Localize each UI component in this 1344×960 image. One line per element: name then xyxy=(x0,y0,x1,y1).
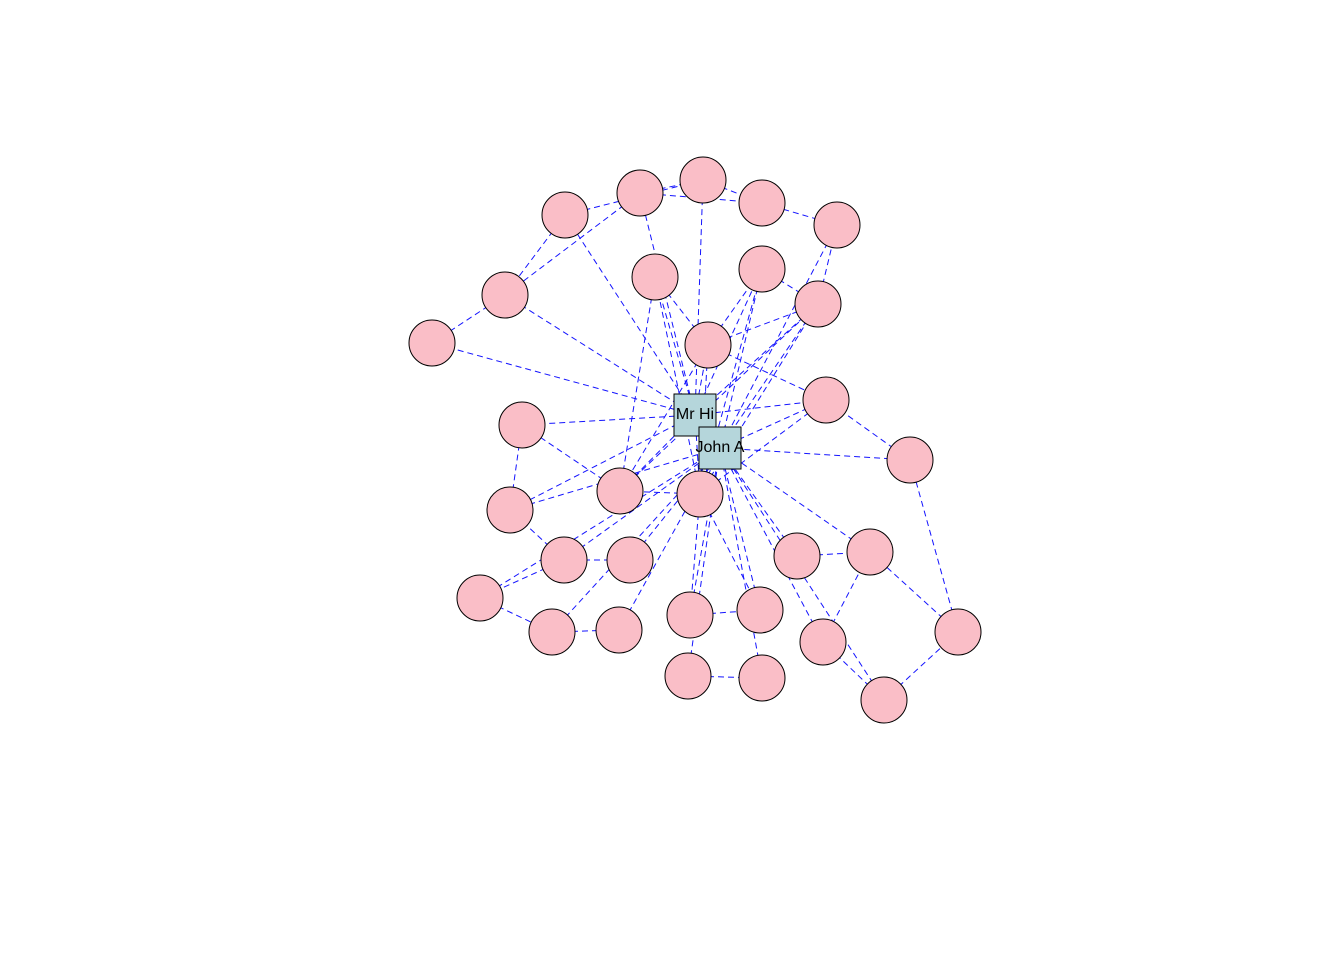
circle-node xyxy=(541,537,587,583)
edge xyxy=(620,277,655,491)
edge xyxy=(720,304,818,448)
circle-node xyxy=(597,468,643,514)
square-node xyxy=(699,427,741,469)
circle-node xyxy=(667,592,713,638)
circle-node xyxy=(739,246,785,292)
circle-node xyxy=(677,471,723,517)
circle-node xyxy=(737,587,783,633)
edge xyxy=(522,415,695,425)
circle-node xyxy=(542,192,588,238)
circle-node xyxy=(739,180,785,226)
circle-node xyxy=(482,272,528,318)
circle-node xyxy=(680,157,726,203)
circle-node xyxy=(685,322,731,368)
circle-node xyxy=(665,653,711,699)
circle-node xyxy=(487,487,533,533)
circle-node xyxy=(596,607,642,653)
circle-node xyxy=(887,437,933,483)
edge xyxy=(655,277,700,494)
circle-node xyxy=(814,202,860,248)
network-graph: Mr HiJohn A xyxy=(0,0,1344,960)
circle-node xyxy=(499,402,545,448)
edge xyxy=(505,295,695,415)
edge xyxy=(720,448,762,678)
circle-node xyxy=(457,575,503,621)
circle-node xyxy=(800,619,846,665)
edge xyxy=(720,448,760,610)
edge xyxy=(640,193,695,415)
circle-node xyxy=(607,537,653,583)
circle-node xyxy=(795,281,841,327)
circle-node xyxy=(529,609,575,655)
circle-node xyxy=(803,377,849,423)
circle-node xyxy=(774,533,820,579)
node-layer xyxy=(409,157,981,723)
circle-node xyxy=(847,529,893,575)
edge xyxy=(910,460,958,632)
circle-node xyxy=(632,254,678,300)
circle-node xyxy=(617,170,663,216)
circle-node xyxy=(409,320,455,366)
circle-node xyxy=(861,677,907,723)
circle-node xyxy=(935,609,981,655)
circle-node xyxy=(739,655,785,701)
